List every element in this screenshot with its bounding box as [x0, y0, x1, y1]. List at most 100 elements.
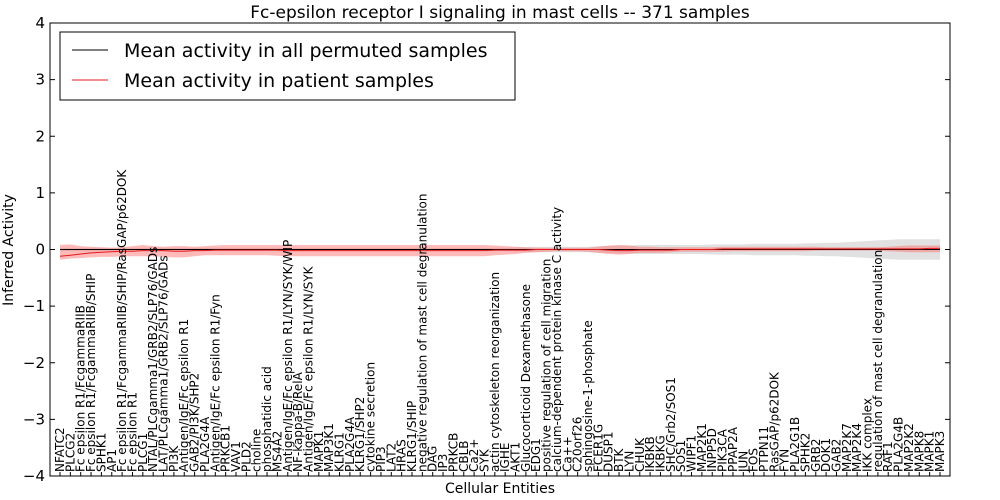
- x-tick-label: GRB2: [809, 438, 823, 472]
- x-tick-label: PPAP2A: [726, 426, 740, 472]
- x-tick-label: DAG: [426, 446, 440, 472]
- x-tick-label: PLD2: [239, 441, 253, 472]
- x-tick-label: actin cytoskeleton reorganization: [488, 272, 502, 472]
- x-tick-label: VAV1: [229, 441, 243, 472]
- legend-box: [59, 31, 516, 101]
- x-tick-label: NFATC2: [53, 427, 67, 472]
- x-tick-label: PIK3CA: [716, 428, 730, 472]
- legend-label-permuted: Mean activity in all permuted samples: [124, 40, 487, 62]
- y-axis-label: Inferred Activity: [1, 194, 17, 306]
- chart-title: Fc-epsilon receptor I signaling in mast …: [250, 3, 750, 23]
- x-tick-label: Antigen/IgE/Fc epsilon R1: [177, 319, 191, 472]
- x-tick-label: SPHK1: [94, 433, 108, 472]
- x-tick-label: IKBKB: [643, 436, 657, 472]
- x-axis-label: Cellular Entities: [445, 481, 555, 497]
- x-tick-label: HRAS: [395, 439, 409, 472]
- x-tick-label: PLCG2: [63, 433, 77, 472]
- x-tick-label: C20orf26: [571, 417, 585, 472]
- x-tick-label: SYK: [477, 448, 491, 472]
- x-tick-label: PLA2G4A: [343, 416, 357, 472]
- x-tick-label: PTPN11: [757, 426, 771, 472]
- x-tick-label: KLRG1/SHIP: [405, 401, 419, 472]
- x-tick-label: LAT/PLCgamma1/GRB2/SLP76/GADs: [157, 255, 171, 472]
- x-tick-label: NF-kappa-B/RelA: [291, 371, 305, 472]
- y-tick-label: 2: [35, 127, 45, 145]
- x-tick-label: negative regulation of mast cell degranu…: [415, 193, 429, 472]
- x-tick-label: PLA2G4B: [892, 417, 906, 472]
- x-tick-label: LAT2: [384, 443, 398, 472]
- x-tick-label: PIP3: [374, 446, 388, 472]
- x-tick-label: MAP3K1: [322, 423, 336, 472]
- x-tick-label: RAF1: [881, 441, 895, 472]
- x-tick-label: SPHK2: [798, 433, 812, 472]
- x-tick-label: PLA2G1B: [788, 417, 802, 472]
- x-tick-label: Fc epsilon R1: [125, 392, 139, 472]
- x-tick-label: FYN: [778, 449, 792, 472]
- x-tick-label: MAPK3: [933, 431, 947, 472]
- x-tick-label: PLCG1: [136, 433, 150, 472]
- y-tick-label: −3: [23, 410, 45, 428]
- x-tick-label: FCER1G: [591, 424, 605, 472]
- y-axis-ticks: −4 −3 −2 −1 0 1 2 3 4: [23, 14, 950, 485]
- x-tick-label: CBLB: [457, 440, 471, 472]
- x-tick-label: Antigen/IgE/Fc epsilon R1/Fyn: [208, 294, 222, 472]
- y-tick-label: 0: [35, 241, 45, 259]
- x-tick-label: FOS: [747, 448, 761, 472]
- x-tick-label: GAB2: [829, 439, 843, 472]
- x-tick-label: CHUK: [633, 437, 647, 472]
- x-tick-label: DOK1: [819, 438, 833, 472]
- x-tick-label: Fc epsilon R1/FcgammaRIIB/SHIP/RasGAP/p6…: [115, 169, 129, 472]
- x-tick-label: AKT1: [509, 442, 523, 472]
- x-tick-label: MAP2K7: [840, 423, 854, 472]
- legend-label-patient: Mean activity in patient samples: [124, 70, 434, 92]
- y-tick-label: 1: [35, 184, 45, 202]
- x-tick-label: IP3: [436, 454, 450, 472]
- band-patient: [60, 244, 940, 260]
- x-tick-label: INPP5D: [705, 428, 719, 472]
- x-tick-label: MAP2K1: [695, 423, 709, 472]
- x-tick-label: MAPK1: [312, 431, 326, 472]
- plot-frame: [49, 22, 951, 477]
- x-tick-label: GAB2/PI3K/SHP2: [188, 373, 202, 472]
- series-lines: [59, 247, 940, 257]
- x-tick-label: calcium-dependent protein kinase C activ…: [550, 207, 564, 472]
- x-tick-label: LYN: [622, 451, 636, 472]
- x-tick-label: Glucocorticoid Dexamethasone: [519, 284, 533, 472]
- x-tick-label: positive regulation of cell migration: [540, 259, 554, 472]
- x-tick-label: KLRG1: [333, 432, 347, 472]
- x-tick-label: MAPK1: [923, 431, 937, 472]
- x-tick-label: JUN: [736, 451, 750, 473]
- x-tick-label: SHC/Grb2/SOS1: [664, 377, 678, 472]
- x-tick-label: cytokine secretion: [364, 362, 378, 472]
- line-patient: [59, 247, 940, 257]
- x-tick-label: IKK complex: [861, 398, 875, 472]
- x-tick-label: BTK: [612, 447, 626, 472]
- x-tick-label: MAP2K2: [902, 423, 916, 472]
- x-tick-label: KLRG1/SHP2: [353, 397, 367, 472]
- x-tick-label: SOS1: [674, 440, 688, 472]
- x-tick-label: sphingosine-1-phosphate: [581, 320, 595, 472]
- x-tick-label: phosphatidic acid: [260, 366, 274, 472]
- y-tick-label: −4: [23, 467, 45, 485]
- x-tick-label: IKBKG: [653, 435, 667, 472]
- x-tick-label: choline: [250, 429, 264, 472]
- y-tick-label: −2: [23, 354, 45, 372]
- x-tick-label: NTAL/PLCgamma1/GRB2/SLP76/GADs: [146, 247, 160, 472]
- y-tick-label: 4: [35, 14, 45, 32]
- x-tick-label: MAP2K4: [850, 423, 864, 472]
- x-tick-label: PLA2G4A: [198, 416, 212, 472]
- x-tick-label: PRKCB: [446, 433, 460, 472]
- x-tick-label: Fc epsilon R1/FcgammaRIIB/SHIP: [84, 274, 98, 472]
- x-tick-label: Antigen/IgE/Fc epsilon R1/LYN/SYK/WIP: [281, 240, 295, 472]
- x-tick-label: MAPK8: [912, 431, 926, 472]
- x-tick-label: WIPF1: [685, 435, 699, 472]
- x-tick-label: PRKCB1: [219, 425, 233, 472]
- x-tick-label: RasGAP/p62DOK: [767, 371, 781, 472]
- x-tick-label: EDG1: [529, 438, 543, 472]
- x-tick-label: AP1: [105, 449, 119, 472]
- y-tick-label: 3: [35, 71, 45, 89]
- y-tick-label: −1: [23, 297, 45, 315]
- x-tick-label: IGHE: [498, 443, 512, 472]
